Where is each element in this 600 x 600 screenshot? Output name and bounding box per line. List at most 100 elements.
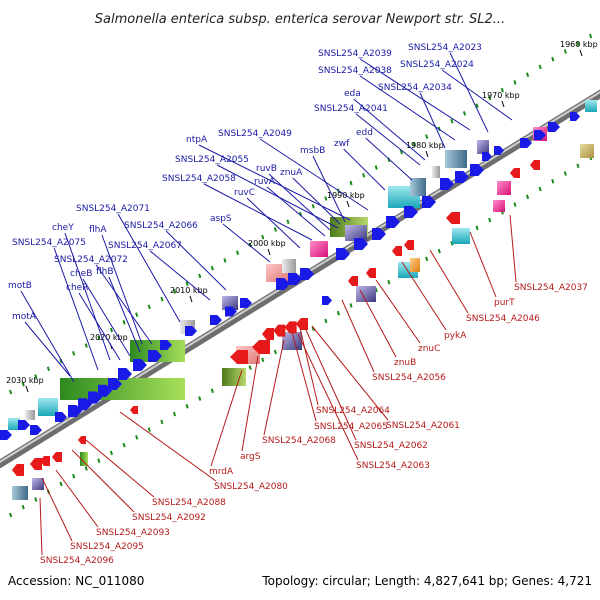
- tick-mark: [84, 466, 88, 471]
- tick-mark: [311, 203, 315, 209]
- feature-block: [32, 478, 44, 490]
- feature-block: [8, 418, 20, 430]
- gene-label: SNSL254_A2058: [162, 174, 236, 184]
- tick-mark: [488, 95, 492, 101]
- tick-mark: [589, 33, 593, 39]
- forward-gene-arrow: [225, 306, 237, 317]
- gene-label: SNSL254_A2065: [314, 422, 388, 432]
- gene-label: SNSL254_A2064: [316, 406, 390, 416]
- tick-mark: [399, 149, 404, 155]
- scale-label: 2020 kbp: [90, 333, 128, 342]
- forward-gene-arrow: [534, 130, 546, 140]
- reverse-gene-arrow: [530, 160, 540, 170]
- forward-gene-arrow: [185, 326, 197, 336]
- gene-label: SNSL254_A2067: [108, 241, 182, 251]
- forward-genes: [0, 112, 580, 440]
- forward-gene-arrow: [160, 340, 172, 350]
- tick-mark: [160, 296, 164, 302]
- tick-mark: [135, 435, 139, 440]
- feature-block: [282, 332, 302, 350]
- label-leader-line: [203, 183, 313, 241]
- gene-label: SNSL254_A2062: [354, 441, 428, 451]
- tick-mark: [59, 481, 63, 487]
- tick-mark: [198, 396, 202, 401]
- label-leaders: [20, 52, 517, 556]
- label-leader-line: [299, 327, 319, 406]
- tick-mark: [135, 312, 139, 317]
- forward-gene-arrow: [133, 359, 147, 371]
- tick-mark: [172, 289, 177, 294]
- tick-mark: [122, 442, 126, 448]
- label-leader-line: [359, 58, 471, 131]
- forward-gene-arrow: [422, 196, 436, 208]
- gene-label: SNSL254_A2023: [408, 43, 482, 53]
- forward-gene-arrow: [354, 238, 368, 250]
- forward-gene-arrow: [210, 315, 222, 325]
- gene-label: SNSL254_A2092: [132, 513, 206, 523]
- reverse-gene-arrow: [252, 340, 270, 354]
- forward-gene-arrow: [55, 412, 67, 422]
- label-leader-line: [355, 113, 421, 166]
- forward-gene-arrow: [30, 425, 42, 435]
- feature-block: [445, 150, 467, 168]
- forward-gene-arrow: [108, 378, 122, 390]
- label-leader-line: [82, 278, 131, 357]
- forward-gene-arrow: [404, 206, 418, 218]
- feature-block: [356, 286, 376, 302]
- reverse-gene-arrow: [230, 350, 248, 364]
- forward-gene-arrow: [336, 248, 350, 260]
- label-leader-line: [198, 144, 351, 221]
- gene-label: SNSL254_A2041: [314, 104, 388, 114]
- reverse-gene-arrow: [348, 276, 358, 286]
- label-leader-line: [39, 497, 43, 556]
- label-leader-line: [365, 137, 413, 181]
- tick-mark: [84, 343, 88, 348]
- scale-label: 2010 kbp: [170, 286, 208, 295]
- tick-mark: [525, 194, 530, 200]
- tick-mark: [109, 450, 114, 456]
- label-leader-line: [509, 214, 517, 283]
- feature-block: [477, 140, 489, 154]
- label-leader-line: [78, 292, 121, 361]
- label-leader-line: [311, 325, 389, 421]
- gene-label: SNSL254_A2068: [262, 436, 336, 446]
- gene-label: SNSL254_A2075: [12, 238, 86, 248]
- tick-mark: [122, 320, 126, 325]
- gene-label: ruvC: [234, 188, 255, 198]
- label-leader-line: [95, 264, 153, 345]
- gene-label: SNSL254_A2080: [214, 482, 288, 492]
- scale-label: 1960 kbp: [560, 40, 598, 49]
- label-leader-line: [312, 155, 346, 223]
- gene-label: motB: [8, 281, 32, 291]
- feature-block: [310, 241, 328, 257]
- tick-mark: [21, 504, 25, 510]
- scale-label: 1970 kbp: [482, 91, 520, 100]
- accession-text: Accession: NC_011080: [8, 574, 144, 588]
- tick-mark: [286, 219, 290, 225]
- tick-mark: [488, 217, 492, 223]
- tick-mark: [576, 163, 580, 169]
- reverse-gene-arrow: [296, 318, 308, 330]
- reverse-gene-arrow: [510, 168, 520, 178]
- tick-mark: [387, 279, 391, 285]
- topology-summary: Topology: circular; Length: 4,827,641 bp…: [261, 574, 592, 588]
- gene-label: znuB: [394, 358, 416, 368]
- tick-mark: [46, 366, 50, 372]
- gene-label: SNSL254_A2096: [40, 556, 114, 566]
- gene-label: ruvB: [256, 164, 277, 174]
- scale-tick: [501, 100, 505, 108]
- map-title: Salmonella enterica subsp. enterica sero…: [95, 12, 505, 27]
- gene-label: zwf: [334, 139, 350, 149]
- feature-block: [493, 200, 505, 212]
- tick-mark: [9, 512, 13, 518]
- feature-block: [38, 398, 58, 416]
- gene-label: cheY: [52, 223, 74, 233]
- feature-block: [452, 228, 470, 244]
- gene-label: SNSL254_A2072: [54, 255, 128, 265]
- tick-mark: [500, 87, 504, 93]
- scale-tick: [346, 200, 350, 208]
- forward-gene-arrow: [300, 268, 314, 280]
- label-leader-line: [401, 261, 447, 331]
- forward-gene-arrow: [276, 278, 290, 290]
- tick-mark: [210, 265, 214, 271]
